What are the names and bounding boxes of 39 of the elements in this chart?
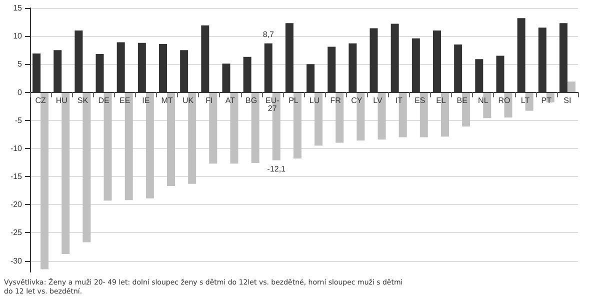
x-tick-label: FR	[330, 96, 342, 105]
bar	[567, 82, 576, 92]
y-tick-label: -5	[14, 116, 23, 125]
x-tick-label: LV	[373, 96, 384, 105]
x-tick-label: RO	[498, 96, 510, 105]
y-tick-label: -15	[10, 172, 23, 182]
x-tick-label: AT	[225, 96, 236, 105]
y-tick-label: 5	[18, 60, 23, 69]
x-tick-label: PL	[288, 96, 299, 105]
x-tick-label: PT	[541, 96, 552, 105]
data-label: -12,1	[267, 164, 286, 174]
y-tick-label: 15	[13, 4, 23, 12]
x-tick-label: CZ	[35, 96, 46, 105]
x-tick-label: ES	[414, 96, 426, 105]
x-tick-label: EE	[120, 96, 130, 105]
y-tick-label: -25	[10, 228, 23, 238]
x-tick-label: DE	[98, 96, 110, 105]
x-tick-label: UK	[182, 96, 194, 105]
x-tick-label: MT	[161, 96, 173, 105]
x-tick-label: NL	[478, 96, 489, 105]
y-tick-label: 0	[18, 88, 23, 97]
x-tick-label: SK	[77, 96, 89, 105]
y-tick-label: -20	[10, 200, 23, 210]
x-tick-label: BE	[456, 96, 468, 105]
x-tick-label: EU-27	[265, 96, 280, 113]
x-tick-label: LU	[309, 96, 320, 105]
y-tick-label: 10	[13, 32, 23, 41]
y-tick-label: -10	[10, 144, 23, 153]
x-tick-label: BG	[246, 96, 258, 105]
x-tick-label: HU	[56, 96, 68, 105]
data-label: 8,7	[262, 30, 274, 39]
x-tick-label: LT	[520, 96, 530, 105]
x-tick-label: FI	[206, 96, 213, 105]
x-tick-label: IT	[395, 96, 403, 105]
x-tick-label: EL	[436, 96, 446, 105]
y-tick-label: -30	[10, 256, 23, 266]
x-tick-label: SI	[564, 96, 572, 105]
x-tick-label: IE	[142, 96, 150, 105]
x-tick-label: CY	[351, 96, 363, 105]
